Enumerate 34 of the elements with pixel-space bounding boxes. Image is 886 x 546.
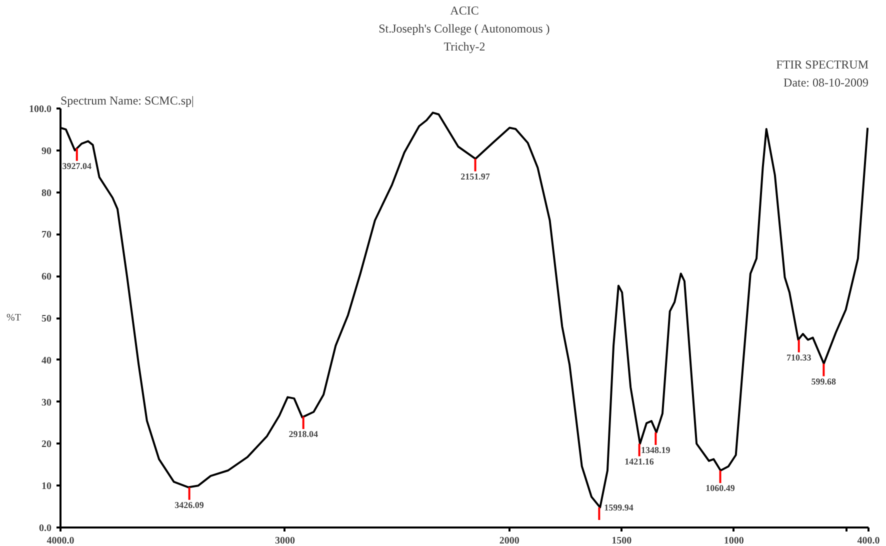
y-tick-label: 60 bbox=[42, 272, 52, 283]
y-tick-label: 20 bbox=[42, 439, 52, 450]
annotation: 1421.16 bbox=[624, 456, 654, 466]
text: Spectrum Name: SCMC.sp| bbox=[60, 94, 194, 108]
chart-subtitle: St.Joseph's College ( Autonomous ) bbox=[378, 22, 550, 36]
y-tick-label: 50 bbox=[42, 314, 52, 324]
annotation: 3426.09 bbox=[174, 500, 204, 510]
chart-title: ACIC bbox=[450, 4, 479, 18]
annotation: 1348.19 bbox=[641, 445, 671, 456]
x-tick-label: 4000.0 bbox=[46, 536, 74, 546]
text: FTIR SPECTRUM bbox=[776, 58, 869, 72]
annotation: 1599.94 bbox=[604, 502, 634, 512]
annotation: 2918.04 bbox=[288, 429, 318, 440]
y-tick-label: 0.0 bbox=[39, 523, 52, 534]
x-tick-label: 3000 bbox=[274, 536, 295, 546]
y-axis-title: %T bbox=[6, 312, 22, 324]
text: Trichy-2 bbox=[444, 40, 486, 54]
y-tick-label: 10 bbox=[42, 481, 52, 492]
x-tick-label: 1500 bbox=[612, 536, 632, 546]
text: Date: 08-10-2009 bbox=[784, 76, 869, 90]
y-tick-label: 40 bbox=[42, 355, 52, 366]
y-tick-label: 80 bbox=[42, 188, 52, 199]
x-tick-label: 1000 bbox=[724, 536, 744, 546]
annotation: 3927.04 bbox=[62, 160, 92, 171]
y-tick-label: 70 bbox=[42, 230, 52, 241]
annotation: 710.33 bbox=[786, 352, 812, 362]
y-tick-label: 30 bbox=[42, 397, 52, 408]
x-tick-label: 400.0 bbox=[857, 536, 880, 546]
x-tick-label: 2000 bbox=[499, 536, 520, 546]
annotation: 1060.49 bbox=[706, 483, 736, 494]
y-tick-label: 90 bbox=[42, 146, 52, 157]
y-tick-label: 100.0 bbox=[29, 104, 52, 115]
annotation: 2151.97 bbox=[460, 171, 490, 182]
annotation: 599.68 bbox=[811, 376, 837, 386]
